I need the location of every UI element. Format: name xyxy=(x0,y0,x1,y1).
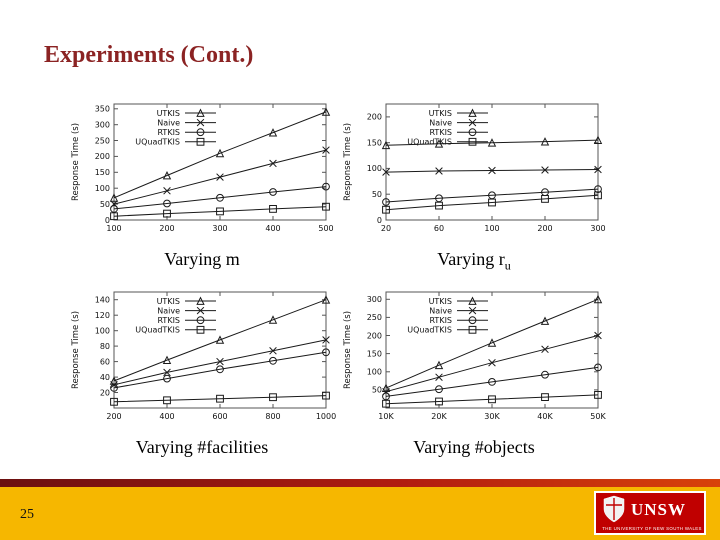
svg-text:100: 100 xyxy=(367,164,382,173)
svg-text:200: 200 xyxy=(159,224,174,233)
chart-caption-varying-ru: Varying ru xyxy=(340,249,608,274)
svg-text:200: 200 xyxy=(367,113,382,122)
caption-text: Varying #facilities xyxy=(135,437,269,457)
svg-text:Response Time (s): Response Time (s) xyxy=(343,311,353,389)
svg-text:Naive: Naive xyxy=(157,306,180,315)
svg-text:20: 20 xyxy=(381,224,391,233)
svg-text:UQuadTKIS: UQuadTKIS xyxy=(135,138,180,147)
svg-text:150: 150 xyxy=(95,168,110,177)
chart-varying-m: 0 50 100 150 200 250 300 350 100 200 300 400 500 Resp… xyxy=(68,96,336,244)
svg-text:100: 100 xyxy=(95,327,110,336)
svg-text:150: 150 xyxy=(367,139,382,148)
svg-text:0: 0 xyxy=(377,216,382,225)
svg-text:Response Time (s): Response Time (s) xyxy=(71,311,81,389)
chart-svg: 0 50 100 150 200 20 60 100 200 300 Response Time (… xyxy=(343,103,606,233)
divider-stripe xyxy=(0,479,720,487)
svg-text:UQuadTKIS: UQuadTKIS xyxy=(407,326,452,335)
svg-text:300: 300 xyxy=(95,121,110,130)
svg-text:RTKIS: RTKIS xyxy=(157,128,180,137)
svg-text:Response Time (s): Response Time (s) xyxy=(71,123,81,201)
svg-text:UQuadTKIS: UQuadTKIS xyxy=(407,138,452,147)
svg-text:800: 800 xyxy=(265,412,280,421)
svg-text:300: 300 xyxy=(212,224,227,233)
svg-text:80: 80 xyxy=(100,342,110,351)
svg-text:RTKIS: RTKIS xyxy=(429,316,452,325)
svg-text:1000: 1000 xyxy=(316,412,336,421)
chart-varying-objects: 50 100 150 200 250 300 10K 20K 30K 40K 50K Response… xyxy=(340,284,608,432)
chart-varying-ru: 0 50 100 150 200 20 60 100 200 300 Response Time (… xyxy=(340,96,608,244)
svg-text:100: 100 xyxy=(484,224,499,233)
chart-caption-varying-objects: Varying #objects xyxy=(340,437,608,462)
svg-text:50: 50 xyxy=(100,200,110,209)
svg-text:250: 250 xyxy=(95,136,110,145)
svg-text:250: 250 xyxy=(367,313,382,322)
svg-text:200: 200 xyxy=(106,412,121,421)
caption-subscript: u xyxy=(504,258,511,273)
chart-caption-varying-facilities: Varying #facilities xyxy=(68,437,336,462)
svg-text:30K: 30K xyxy=(484,412,500,421)
svg-text:RTKIS: RTKIS xyxy=(429,128,452,137)
svg-text:20K: 20K xyxy=(431,412,447,421)
svg-text:600: 600 xyxy=(212,412,227,421)
chart-svg: 0 50 100 150 200 250 300 350 100 200 300 400 500 Resp… xyxy=(71,103,334,233)
svg-text:300: 300 xyxy=(367,295,382,304)
shield-cross-icon xyxy=(606,498,622,520)
svg-text:10K: 10K xyxy=(378,412,394,421)
caption-text: Varying m xyxy=(164,249,240,269)
logo-wordmark: UNSW xyxy=(631,500,686,519)
svg-text:120: 120 xyxy=(95,311,110,320)
svg-text:40: 40 xyxy=(100,373,110,382)
svg-text:100: 100 xyxy=(367,368,382,377)
svg-text:400: 400 xyxy=(159,412,174,421)
svg-text:50: 50 xyxy=(372,386,382,395)
svg-text:140: 140 xyxy=(95,296,110,305)
svg-text:200: 200 xyxy=(367,331,382,340)
chart-svg: 20 40 60 80 100 120 140 200 400 600 800 1000 Respons… xyxy=(71,291,336,421)
svg-text:50: 50 xyxy=(372,190,382,199)
svg-text:100: 100 xyxy=(106,224,121,233)
svg-text:500: 500 xyxy=(318,224,333,233)
svg-text:400: 400 xyxy=(265,224,280,233)
svg-text:UQuadTKIS: UQuadTKIS xyxy=(135,326,180,335)
chart-svg: 50 100 150 200 250 300 10K 20K 30K 40K 50K Response… xyxy=(343,291,606,421)
svg-text:200: 200 xyxy=(95,152,110,161)
svg-text:350: 350 xyxy=(95,105,110,114)
svg-text:UTKIS: UTKIS xyxy=(157,297,180,306)
svg-text:RTKIS: RTKIS xyxy=(157,316,180,325)
svg-text:UTKIS: UTKIS xyxy=(157,109,180,118)
svg-text:150: 150 xyxy=(367,349,382,358)
svg-text:Response Time (s): Response Time (s) xyxy=(343,123,353,201)
slide-title: Experiments (Cont.) xyxy=(44,42,254,68)
svg-text:50K: 50K xyxy=(590,412,606,421)
caption-text: Varying #objects xyxy=(413,437,535,457)
svg-text:40K: 40K xyxy=(537,412,553,421)
svg-text:Naive: Naive xyxy=(157,118,180,127)
svg-text:0: 0 xyxy=(105,216,110,225)
svg-text:100: 100 xyxy=(95,184,110,193)
footer-bar: 25 UNSW THE UNIVERSITY OF NEW SOUTH WALE… xyxy=(0,487,720,540)
logo-tagline: THE UNIVERSITY OF NEW SOUTH WALES xyxy=(602,526,702,531)
svg-text:300: 300 xyxy=(590,224,605,233)
svg-text:60: 60 xyxy=(100,357,110,366)
chart-varying-facilities: 20 40 60 80 100 120 140 200 400 600 800 1000 Respons… xyxy=(68,284,336,432)
svg-text:Naive: Naive xyxy=(429,306,452,315)
page-number: 25 xyxy=(20,507,34,522)
svg-text:Naive: Naive xyxy=(429,118,452,127)
svg-text:UTKIS: UTKIS xyxy=(429,109,452,118)
caption-text: Varying r xyxy=(437,249,505,269)
svg-text:20: 20 xyxy=(100,388,110,397)
unsw-logo: UNSW THE UNIVERSITY OF NEW SOUTH WALES xyxy=(594,491,706,535)
svg-text:200: 200 xyxy=(537,224,552,233)
svg-text:60: 60 xyxy=(434,224,444,233)
chart-caption-varying-m: Varying m xyxy=(68,249,336,274)
svg-text:UTKIS: UTKIS xyxy=(429,297,452,306)
